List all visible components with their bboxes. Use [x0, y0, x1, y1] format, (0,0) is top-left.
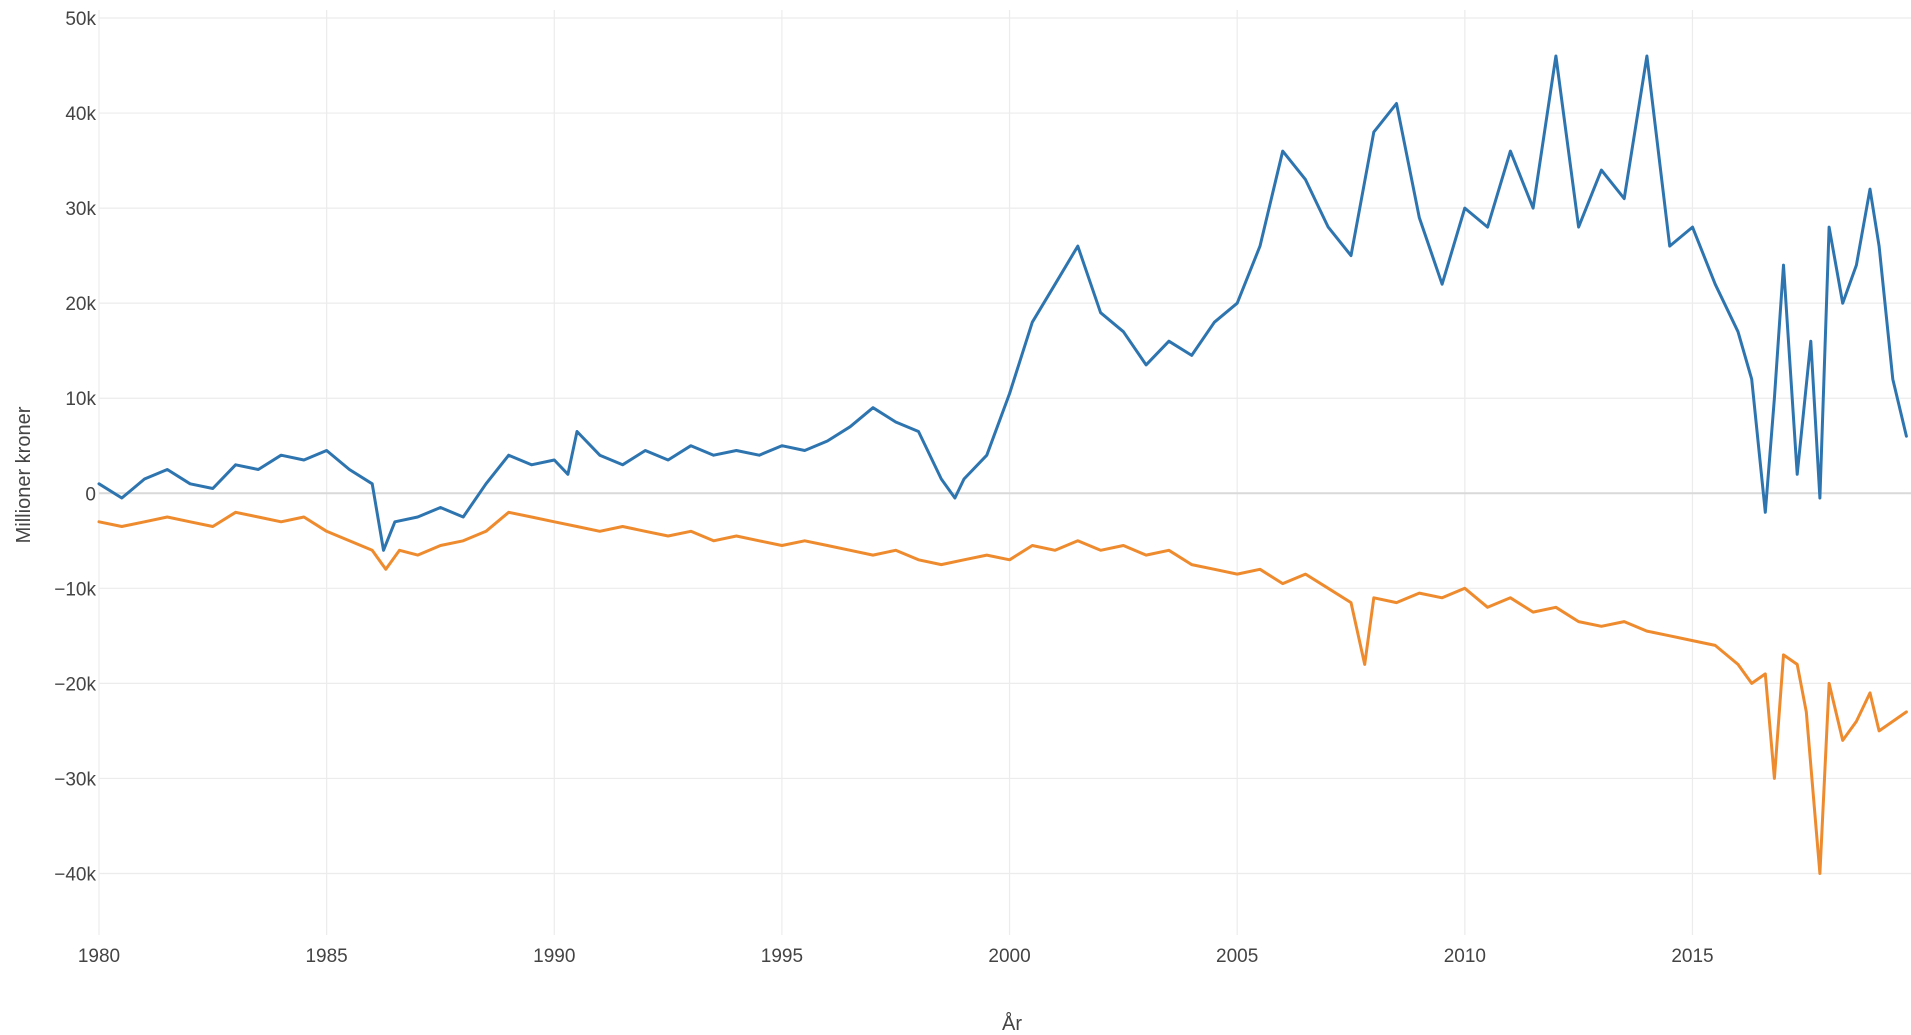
- y-tick-label: 20k: [65, 294, 96, 315]
- series-line-1: [97, 54, 1908, 552]
- x-tick-label: 2000: [988, 946, 1030, 967]
- x-tick-label: 2010: [1444, 946, 1486, 967]
- x-tick-label: 1980: [78, 946, 120, 967]
- y-tick-label: 40k: [65, 104, 96, 125]
- y-tick-label: 10k: [65, 389, 96, 410]
- x-tick-label: 2015: [1671, 946, 1713, 967]
- x-tick-label: 2005: [1216, 946, 1258, 967]
- y-tick-label: −40k: [54, 864, 96, 885]
- x-tick-label: 1985: [305, 946, 347, 967]
- series-lines: [97, 54, 1908, 875]
- x-tick-label: 1990: [533, 946, 575, 967]
- y-axis-title: Millioner kroner: [13, 406, 35, 543]
- y-tick-label: 50k: [65, 9, 96, 30]
- y-tick-label: −20k: [54, 674, 96, 695]
- y-tick-label: 30k: [65, 199, 96, 220]
- y-tick-label: −10k: [54, 579, 96, 600]
- grid: [98, 10, 1911, 935]
- y-tick-label: 0: [85, 484, 96, 505]
- x-axis-title: År: [1002, 1012, 1022, 1035]
- x-tick-label: 1995: [761, 946, 803, 967]
- series-line-2: [97, 510, 1908, 875]
- tick-labels: 1980 1985 1990 1995 2000 2005 2010 2015 50k 40k 30…: [54, 9, 1713, 967]
- y-tick-label: −30k: [54, 769, 96, 790]
